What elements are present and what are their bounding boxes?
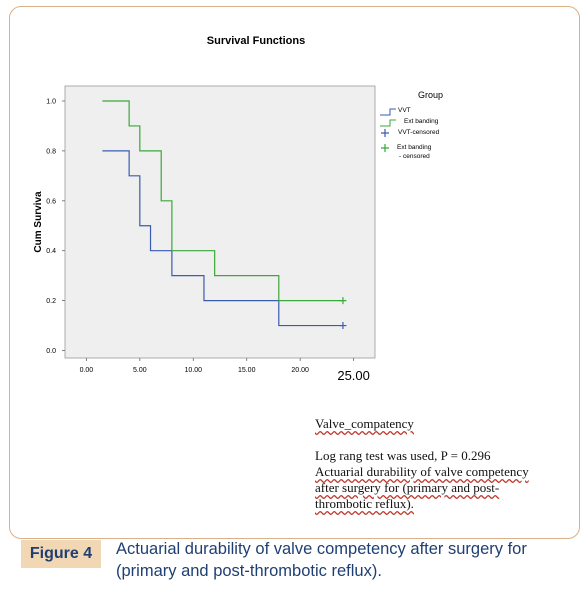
x-tick-label: 20.00: [291, 367, 309, 374]
legend: Group VVT Ext banding VVT-censored Ext bandi…: [380, 90, 443, 160]
legend-label: VVT: [398, 107, 411, 114]
note-line-4: thrombotic reflux).: [315, 496, 414, 511]
x-tick-label: 5.00: [133, 367, 147, 374]
plot-area: [64, 85, 376, 359]
y-tick-label: 1.0: [46, 98, 56, 105]
test-result: Log rang test was used, P = 0.296: [315, 448, 491, 463]
legend-line-swatch: [380, 119, 396, 127]
legend-label: Ext banding: [404, 118, 439, 125]
variable-name: Valve_compatency: [315, 416, 414, 431]
x-tick-label: 25.00: [337, 368, 370, 383]
legend-plus-swatch: [381, 144, 389, 152]
y-tick-label: 0.0: [46, 348, 56, 355]
axis-ticks: 0.00 5.00 10.00 15.00 20.00 25.00 0.0 0.2 0.4 0.6…: [46, 98, 370, 383]
y-tick-label: 0.8: [46, 148, 56, 155]
legend-label: Ext banding: [397, 144, 432, 151]
legend-label-cont: - censored: [399, 153, 430, 160]
y-tick-label: 0.6: [46, 198, 56, 205]
x-tick-label: 15.00: [238, 367, 256, 374]
x-tick-label: 10.00: [185, 367, 203, 374]
survival-curve-ext-banding: [102, 100, 343, 302]
note-line-2: Actuarial durability of valve competency: [315, 464, 529, 479]
y-tick-label: 0.4: [46, 248, 56, 255]
legend-label: VVT-censored: [398, 129, 440, 136]
legend-title: Group: [418, 90, 443, 100]
legend-line-swatch: [380, 108, 396, 116]
chart-title: Survival Functions: [207, 35, 305, 47]
censored-marker: [339, 322, 347, 330]
note-line-3: after surgery for (primary and post-: [315, 480, 500, 495]
series-layer: [102, 100, 347, 330]
legend-plus-swatch: [381, 129, 389, 137]
analysis-note: Valve_compatency Log rang test was used,…: [315, 416, 580, 512]
x-tick-label: 0.00: [80, 367, 94, 374]
y-axis-label: Cum Surviva: [33, 191, 44, 253]
y-tick-label: 0.2: [46, 298, 56, 305]
figure-label: Figure 4: [21, 540, 101, 568]
censored-marker: [339, 297, 347, 305]
survival-curve-vvt: [102, 150, 343, 327]
figure-caption: Actuarial durability of valve competency…: [116, 540, 527, 580]
